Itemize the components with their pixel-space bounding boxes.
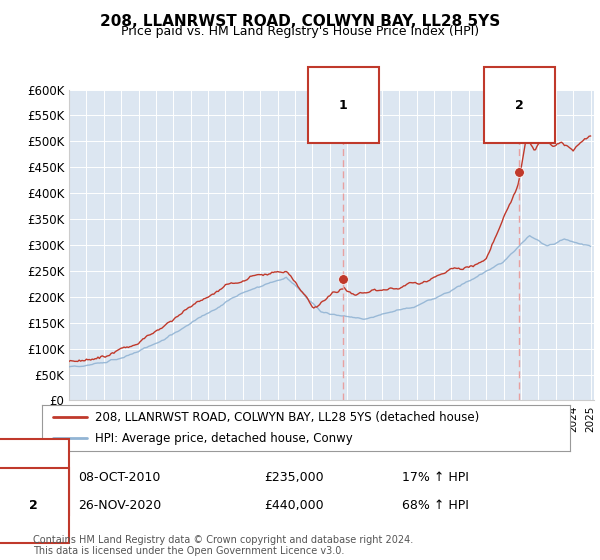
Text: 08-OCT-2010: 08-OCT-2010 — [78, 470, 160, 484]
Text: 26-NOV-2020: 26-NOV-2020 — [78, 499, 161, 512]
Text: £440,000: £440,000 — [264, 499, 323, 512]
Text: £235,000: £235,000 — [264, 470, 323, 484]
Text: 17% ↑ HPI: 17% ↑ HPI — [402, 470, 469, 484]
Text: 68% ↑ HPI: 68% ↑ HPI — [402, 499, 469, 512]
Text: 1: 1 — [339, 99, 347, 111]
Text: 1: 1 — [29, 470, 37, 484]
Text: HPI: Average price, detached house, Conwy: HPI: Average price, detached house, Conw… — [95, 432, 353, 445]
Text: 2: 2 — [515, 99, 524, 111]
Text: 208, LLANRWST ROAD, COLWYN BAY, LL28 5YS: 208, LLANRWST ROAD, COLWYN BAY, LL28 5YS — [100, 14, 500, 29]
Text: Contains HM Land Registry data © Crown copyright and database right 2024.
This d: Contains HM Land Registry data © Crown c… — [33, 535, 413, 557]
Text: 2: 2 — [29, 499, 37, 512]
Text: Price paid vs. HM Land Registry's House Price Index (HPI): Price paid vs. HM Land Registry's House … — [121, 25, 479, 38]
Text: 208, LLANRWST ROAD, COLWYN BAY, LL28 5YS (detached house): 208, LLANRWST ROAD, COLWYN BAY, LL28 5YS… — [95, 411, 479, 424]
